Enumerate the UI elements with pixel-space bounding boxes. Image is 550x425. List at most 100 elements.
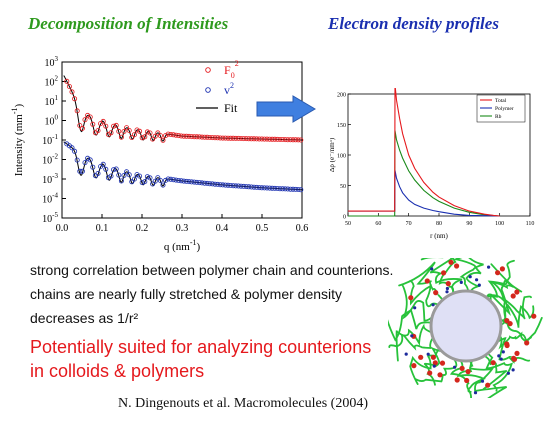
f0-data-point	[256, 136, 262, 142]
v-data-point	[269, 185, 275, 191]
v-data-point	[272, 185, 278, 191]
v-data-point	[116, 172, 122, 178]
f0-data-point	[87, 114, 93, 120]
v-data-point	[111, 167, 117, 173]
y-tick-label: 200	[337, 93, 346, 99]
v-data-point	[204, 180, 210, 186]
polymer-chain	[398, 261, 445, 303]
f0-data-point	[100, 118, 106, 124]
f0-data-point	[280, 137, 286, 143]
counterion	[424, 278, 430, 284]
y-axis-label: Intensity (mm-1)	[10, 103, 25, 176]
counterion	[411, 363, 417, 369]
v-data-point	[248, 184, 254, 190]
v-data-point	[72, 148, 78, 154]
v-data-point	[152, 178, 158, 184]
charge-dot	[404, 352, 408, 356]
counterion	[418, 354, 424, 360]
counterion	[433, 290, 439, 296]
f0-data-point	[160, 137, 166, 143]
f0-data-point	[90, 121, 96, 127]
polymer-chain	[485, 351, 513, 392]
x-axis-label: q (nm-1)	[164, 238, 201, 253]
counterion	[504, 341, 510, 347]
v-data-point	[139, 180, 145, 186]
v-data-point	[170, 177, 176, 183]
charge-dot	[475, 278, 479, 282]
x-tick-label: 60	[375, 221, 381, 227]
f0-data-point	[64, 78, 70, 84]
x-tick-label: 100	[495, 221, 504, 227]
v-data-point	[256, 185, 262, 191]
v-data-point	[85, 155, 91, 161]
colloid-core	[429, 289, 503, 363]
f0-data-point	[246, 136, 252, 142]
counterion	[514, 350, 520, 356]
charge-dot	[426, 352, 430, 356]
v-data-point	[100, 161, 106, 167]
f0-data-point	[157, 133, 163, 139]
v-data-point	[77, 168, 83, 174]
v-data-point	[74, 157, 80, 163]
f0-data-point	[241, 136, 247, 142]
v-data-point	[225, 182, 231, 188]
f0-data-point	[82, 117, 88, 123]
f0-data-point	[165, 131, 171, 137]
f0-data-point	[207, 135, 213, 141]
counterion	[495, 270, 501, 276]
charge-dot	[445, 290, 449, 294]
f0-data-point	[144, 129, 150, 135]
polymer-chain	[459, 258, 484, 294]
f0-data-point	[168, 132, 174, 138]
f0-data-point	[95, 128, 101, 134]
f0-data-point	[74, 108, 80, 114]
charge-dot	[480, 379, 485, 383]
counterion	[445, 281, 451, 287]
v-data-point	[274, 185, 280, 191]
f0-data-point	[194, 134, 200, 140]
series-line-polymer	[348, 170, 500, 217]
f0-data-point	[282, 137, 288, 143]
f0-data-point	[261, 136, 267, 142]
f0-data-point	[225, 135, 231, 141]
v-data-point	[87, 157, 93, 163]
f0-data-point	[170, 132, 176, 138]
f0-data-point	[287, 137, 293, 143]
f0-data-point	[248, 136, 254, 142]
v-data-point	[277, 186, 283, 192]
y-tick-label: 101	[45, 94, 59, 108]
title-decomposition: Decomposition of Intensities	[28, 14, 229, 33]
f0-data-point	[103, 123, 109, 129]
polymer-chain	[409, 346, 442, 385]
f0-data-point	[220, 135, 226, 141]
v-data-point	[282, 186, 288, 192]
polymer-chain	[395, 330, 436, 362]
charge-dot	[473, 391, 478, 395]
polymer-chain	[456, 357, 486, 393]
legend-label-fit: Fit	[224, 101, 238, 115]
f0-data-point	[217, 135, 223, 141]
f0-data-point	[199, 134, 205, 140]
v-data-point	[191, 179, 197, 185]
v-data-point	[209, 181, 215, 187]
charge-dot	[453, 365, 457, 369]
v-data-point	[285, 186, 291, 192]
f0-data-point	[230, 135, 236, 141]
charge-dot	[499, 357, 503, 361]
f0-data-point	[243, 136, 249, 142]
v-data-point	[181, 178, 187, 184]
x-tick-label: 50	[345, 221, 351, 227]
counterion	[511, 356, 518, 362]
v-data-point	[189, 179, 195, 185]
v-data-point	[183, 178, 189, 184]
polymer-chain	[388, 323, 435, 348]
f0-data-point	[72, 96, 78, 102]
legend-marker-f0	[205, 67, 211, 73]
counterion	[499, 266, 505, 272]
highlight-line-2: in colloids & polymers	[30, 361, 205, 381]
v-data-point	[246, 184, 252, 190]
charge-dot	[431, 303, 435, 307]
f0-data-point	[116, 128, 122, 134]
f0-data-point	[222, 135, 228, 141]
v-data-point	[295, 186, 301, 192]
